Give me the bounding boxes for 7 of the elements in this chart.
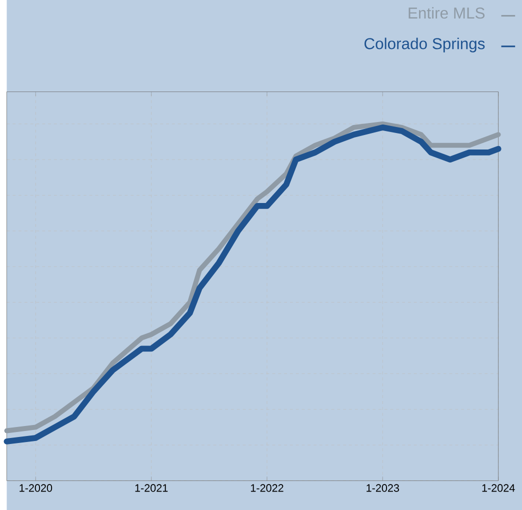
x-tick-label: 1-2024 — [482, 484, 515, 492]
x-tick-label: 1-2023 — [366, 484, 400, 492]
x-tick-label: 1-2020 — [20, 484, 52, 492]
x-tick-label: 1-2021 — [135, 484, 168, 492]
legend-label: Colorado Springs — [364, 38, 485, 52]
legend-label: Entire MLS — [408, 6, 485, 18]
x-tick-label: 1-2022 — [250, 484, 284, 492]
